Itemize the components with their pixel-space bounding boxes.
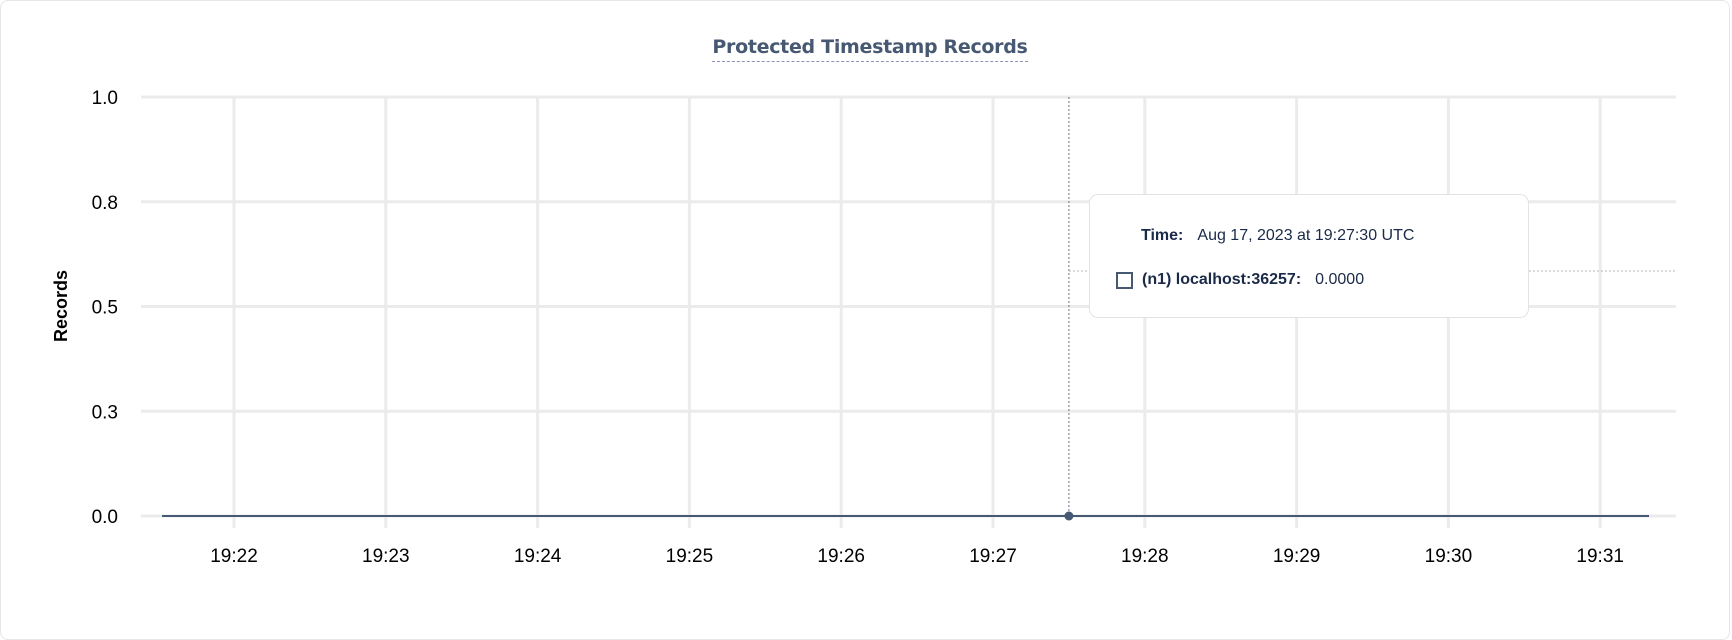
chart-title[interactable]: Protected Timestamp Records [712, 36, 1028, 62]
y-tick-label: 0.5 [92, 298, 118, 319]
tooltip: Time: Aug 17, 2023 at 19:27:30 UTC (n1) l… [1089, 194, 1529, 318]
x-tick-label: 19:31 [1576, 546, 1624, 567]
x-tick-label: 19:28 [1121, 546, 1169, 567]
tooltip-series-label: (n1) localhost:36257: [1142, 271, 1302, 288]
y-tick-label: 0.8 [92, 193, 118, 214]
x-tick-label: 19:22 [210, 546, 258, 567]
x-tick-label: 19:27 [969, 546, 1017, 567]
y-tick-label: 1.0 [92, 88, 118, 109]
y-axis-label: Records [51, 270, 71, 342]
x-tick-label: 19:24 [514, 546, 562, 567]
y-tick-label: 0.0 [92, 507, 118, 528]
hover-point [1064, 511, 1074, 521]
chart-title-wrap: Protected Timestamp Records [0, 36, 1732, 62]
x-tick-label: 19:29 [1273, 546, 1321, 567]
x-tick-label: 19:25 [666, 546, 714, 567]
x-tick-label: 19:30 [1425, 546, 1473, 567]
tooltip-time-value: Aug 17, 2023 at 19:27:30 UTC [1197, 227, 1415, 244]
x-tick-label: 19:23 [362, 546, 410, 567]
x-tick-label: 19:26 [817, 546, 865, 567]
tooltip-series-value: 0.0000 [1315, 271, 1365, 288]
series-swatch-icon [1116, 271, 1133, 289]
y-tick-label: 0.3 [92, 402, 118, 423]
tooltip-time-label: Time: [1141, 227, 1184, 244]
